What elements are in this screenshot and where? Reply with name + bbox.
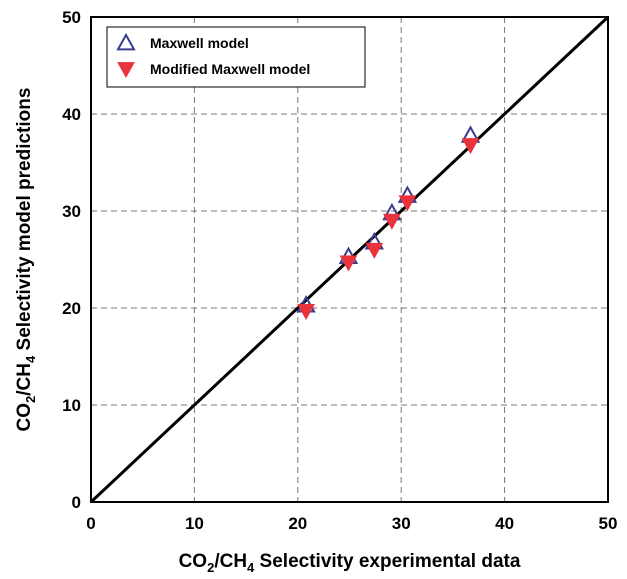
x-tick-label: 0: [86, 514, 95, 533]
x-tick-label: 40: [495, 514, 514, 533]
x-tick-label: 10: [185, 514, 204, 533]
legend: Maxwell model Modified Maxwell model: [106, 26, 366, 88]
y-tick-label: 30: [62, 202, 81, 221]
y-tick-label: 20: [62, 299, 81, 318]
legend-marker-maxwell: [116, 32, 136, 51]
legend-label: Modified Maxwell model: [150, 61, 310, 77]
modified-maxwell-point: [297, 304, 315, 320]
x-tick-label: 20: [288, 514, 307, 533]
legend-box: [106, 26, 366, 88]
x-tick-label: 30: [392, 514, 411, 533]
y-tick-label: 50: [62, 8, 81, 27]
modified-maxwell-point: [365, 242, 384, 259]
y-tick-label: 10: [62, 396, 81, 415]
data-points: [296, 125, 481, 320]
x-axis-title: CO2/CH4 Selectivity experimental data: [179, 551, 521, 575]
tick-labels: 0 10 20 30 40 50 0 10 20 30 40 50: [62, 8, 617, 533]
modified-maxwell-point: [398, 195, 417, 212]
modified-maxwell-point: [339, 255, 358, 272]
y-axis-title: CO2/CH4 Selectivity model predictions: [14, 88, 38, 432]
legend-marker-modified-maxwell: [117, 62, 135, 79]
modified-maxwell-point: [383, 213, 401, 230]
grid: [91, 17, 608, 502]
y-tick-label: 0: [72, 493, 81, 512]
legend-label: Maxwell model: [150, 35, 249, 51]
y-tick-label: 40: [62, 105, 81, 124]
plot-frame: [90, 16, 609, 503]
modified-maxwell-point: [461, 138, 480, 155]
x-tick-label: 50: [599, 514, 618, 533]
